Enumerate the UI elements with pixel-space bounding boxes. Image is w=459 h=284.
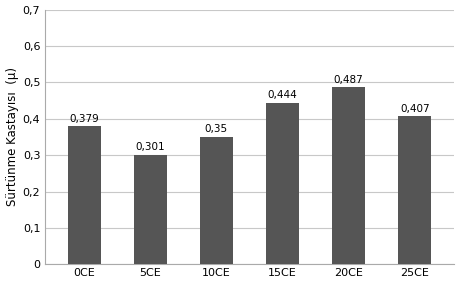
Text: 0,301: 0,301: [135, 142, 165, 152]
Bar: [397, 116, 431, 264]
Text: 0,379: 0,379: [69, 114, 99, 124]
Bar: [200, 137, 232, 264]
Text: 0,35: 0,35: [204, 124, 228, 134]
Text: 0,487: 0,487: [333, 74, 363, 85]
Text: 0,444: 0,444: [267, 90, 297, 100]
Text: 0,407: 0,407: [399, 104, 429, 114]
Bar: [265, 103, 298, 264]
Bar: [134, 155, 167, 264]
Bar: [331, 87, 364, 264]
Y-axis label: Sürtünme Kastayısı  (µ): Sürtünme Kastayısı (µ): [6, 67, 18, 206]
Bar: [67, 126, 101, 264]
